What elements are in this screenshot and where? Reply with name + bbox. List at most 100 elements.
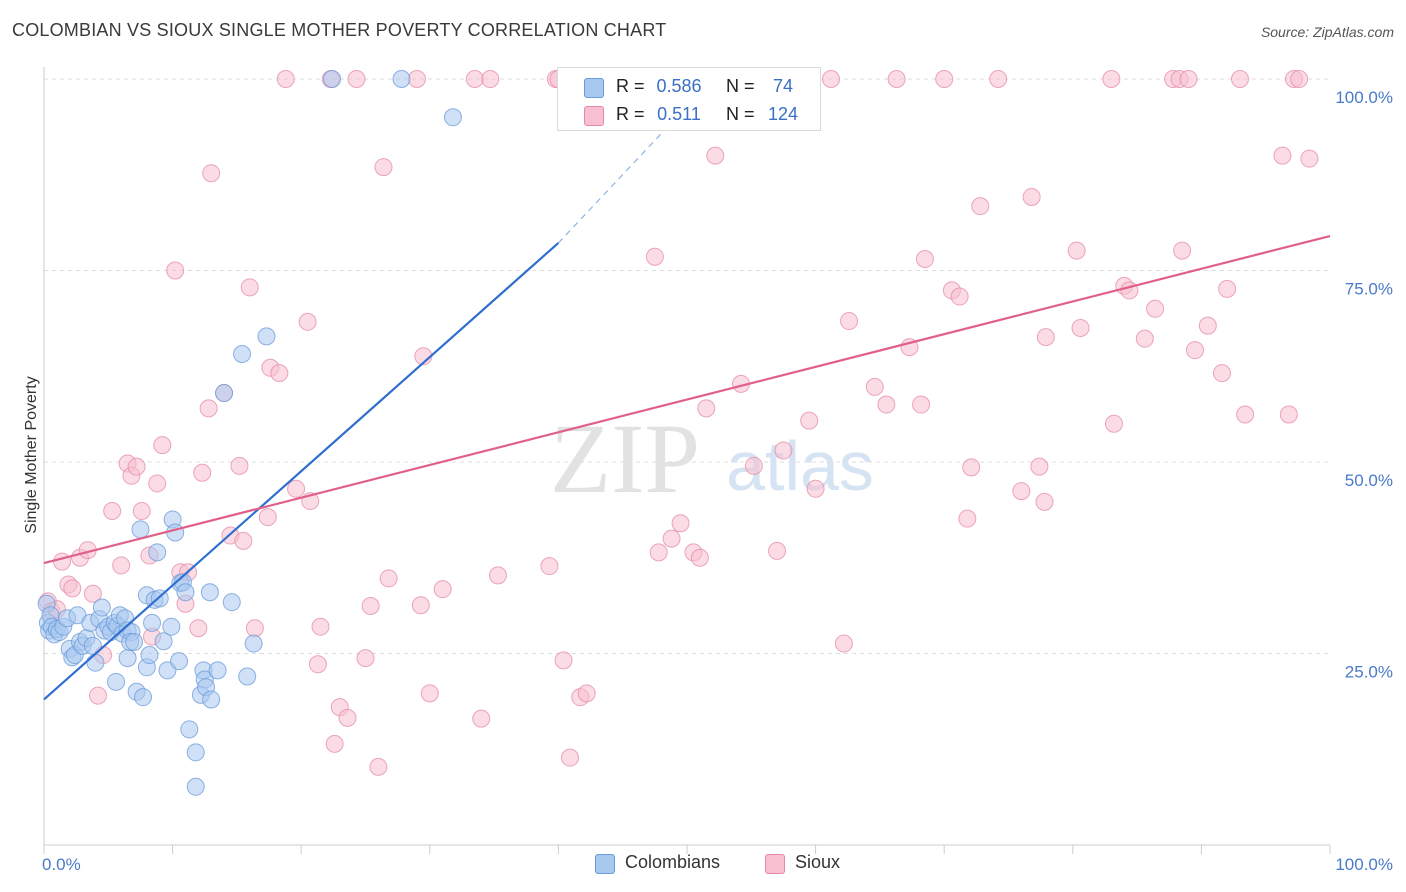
- sioux-point: [840, 312, 859, 331]
- sioux-point: [1035, 492, 1054, 511]
- colombians-point: [166, 523, 185, 542]
- colombians-point: [140, 646, 159, 665]
- sioux-point: [240, 278, 259, 297]
- sioux-point: [935, 70, 954, 88]
- sioux-point: [706, 146, 725, 165]
- sioux-point: [834, 634, 853, 653]
- sioux-point: [540, 557, 559, 576]
- colombians-point: [154, 632, 173, 651]
- sioux-point: [1102, 70, 1121, 88]
- sioux-point: [1198, 316, 1217, 335]
- colombians-point: [148, 543, 167, 562]
- sioux-point: [472, 709, 491, 728]
- sioux-point: [481, 70, 500, 88]
- sioux-point: [258, 508, 277, 527]
- y-axis-label: Single Mother Poverty: [23, 376, 40, 533]
- sioux-point: [912, 395, 931, 414]
- sioux-point: [877, 395, 896, 414]
- sioux-point: [887, 70, 906, 88]
- colombians-point: [208, 661, 227, 680]
- sioux-point: [311, 617, 330, 636]
- sioux-point: [298, 312, 317, 331]
- sioux-point: [1218, 279, 1237, 298]
- colombians-swatch: [595, 854, 615, 874]
- sioux-point: [193, 463, 212, 482]
- sioux-point: [662, 529, 681, 548]
- sioux-point: [744, 456, 763, 475]
- n-value: 124: [767, 104, 799, 124]
- sioux-point: [407, 70, 426, 88]
- sioux-point: [971, 197, 990, 216]
- sioux-point: [153, 436, 172, 455]
- sioux-point: [962, 458, 981, 477]
- sioux-point: [915, 250, 934, 269]
- tick-labels: 25.0% 50.0% 75.0% 100.0% 0.0% 100.0%: [42, 88, 1393, 874]
- colombians-point: [233, 344, 252, 363]
- sioux-point: [989, 70, 1008, 88]
- sioux-point: [1273, 146, 1292, 165]
- axes: [43, 67, 1331, 854]
- sioux-point: [63, 579, 82, 598]
- y-tick-label: 75.0%: [1345, 280, 1393, 299]
- sioux-point: [189, 619, 208, 638]
- sioux-point: [53, 552, 72, 571]
- colombians-point: [176, 583, 195, 602]
- sioux-point: [433, 580, 452, 599]
- sioux-point: [554, 651, 573, 670]
- sioux-point: [103, 502, 122, 521]
- sioux-swatch: [584, 106, 604, 126]
- sioux-point: [774, 441, 793, 460]
- sioux-point: [369, 757, 388, 776]
- sioux-point: [374, 158, 393, 177]
- colombians-point: [118, 649, 137, 668]
- colombians-point: [200, 583, 219, 602]
- sioux-point: [690, 548, 709, 567]
- y-tick-label: 100.0%: [1335, 88, 1393, 107]
- sioux-point: [234, 531, 253, 550]
- sioux-point: [649, 543, 668, 562]
- legend-label: Sioux: [795, 852, 841, 872]
- colombians-point: [222, 593, 241, 612]
- colombians-point: [257, 327, 276, 346]
- sioux-point: [800, 411, 819, 430]
- sioux-point: [577, 684, 596, 703]
- sioux-point: [1279, 405, 1298, 424]
- watermark-zip: ZIP: [550, 403, 700, 514]
- sioux-point: [202, 164, 221, 183]
- sioux-swatch: [765, 854, 785, 874]
- grid: [44, 78, 1330, 654]
- sioux-point: [132, 502, 151, 521]
- y-tick-label: 50.0%: [1345, 471, 1393, 490]
- sioux-point: [1022, 187, 1041, 206]
- r-label: R =: [616, 104, 645, 124]
- sioux-point: [1012, 482, 1031, 501]
- sioux-point: [950, 287, 969, 306]
- chart-source: Source: ZipAtlas.com: [1260, 24, 1394, 40]
- colombians-point: [202, 690, 221, 709]
- colombians-point: [131, 520, 150, 539]
- colombians-point: [125, 633, 144, 652]
- colombians-point: [134, 688, 153, 707]
- chart-title: COLOMBIAN VS SIOUX SINGLE MOTHER POVERTY…: [12, 20, 667, 40]
- colombians-point: [143, 613, 162, 632]
- colombians-point: [186, 777, 205, 796]
- sioux-point: [148, 474, 167, 493]
- sioux-point: [1179, 70, 1198, 88]
- n-label: N =: [726, 104, 755, 124]
- sioux-point: [697, 399, 716, 418]
- colombians-point: [392, 70, 411, 88]
- sioux-point: [270, 364, 289, 383]
- colombians-point: [323, 70, 342, 88]
- sioux-point: [347, 70, 366, 88]
- r-value: 0.586: [656, 76, 702, 96]
- sioux-point: [166, 261, 185, 280]
- sioux-point: [645, 247, 664, 266]
- watermark: ZIP atlas: [550, 403, 874, 514]
- sioux-point: [1300, 149, 1319, 168]
- sioux-point: [1067, 241, 1086, 260]
- sioux-point: [1030, 457, 1049, 476]
- sioux-point: [1071, 318, 1090, 337]
- colombians-point: [107, 672, 126, 691]
- sioux-point: [865, 377, 884, 396]
- sioux-point: [89, 686, 108, 705]
